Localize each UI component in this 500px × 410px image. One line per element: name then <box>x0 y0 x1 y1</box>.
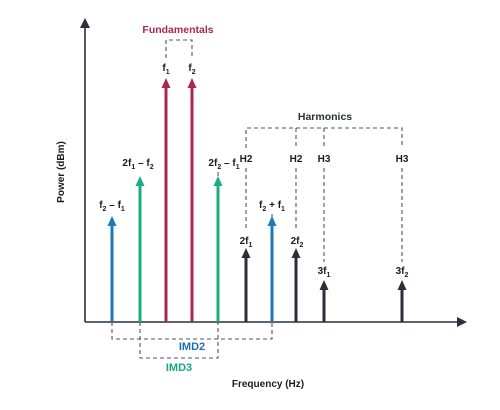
arrow-f2 <box>187 78 197 322</box>
fundamentals-bracket <box>165 39 193 58</box>
arrow-2f1 <box>241 248 251 322</box>
arrow-2f2-minus-f1 <box>213 176 223 322</box>
arrow-f2-plus-f1 <box>267 216 277 322</box>
harmonics-heading: Harmonics <box>298 111 352 123</box>
tag-h3-3f1: H3 <box>318 154 331 165</box>
y-axis-label: Power (dBm) <box>56 141 67 203</box>
label-2f2-minus-f1: 2f2 – f1 <box>208 158 239 171</box>
tag-h2-2f2: H2 <box>290 154 303 165</box>
label-f1: f1 <box>162 63 169 76</box>
arrow-2f1-minus-f2 <box>135 176 145 322</box>
label-2f1-minus-f2: 2f1 – f2 <box>122 158 153 171</box>
arrow-f2-minus-f1 <box>107 216 117 322</box>
imd2-bracket <box>111 322 273 340</box>
arrow-2f2 <box>291 248 301 322</box>
imd3-bracket <box>139 322 219 359</box>
tag-h3-3f2: H3 <box>396 154 409 165</box>
imd3-label: IMD3 <box>166 362 192 374</box>
label-f2-minus-f1: f2 – f1 <box>99 200 125 213</box>
arrow-f1 <box>161 78 171 322</box>
x-axis-label: Frequency (Hz) <box>232 379 304 390</box>
tag-h2-2f1: H2 <box>240 154 253 165</box>
fundamentals-heading: Fundamentals <box>142 24 213 36</box>
label-3f1: 3f1 <box>318 266 331 279</box>
imd2-label: IMD2 <box>179 341 205 353</box>
arrow-3f2 <box>397 280 407 322</box>
label-2f2: 2f2 <box>291 236 304 249</box>
label-f2-plus-f1: f2 + f1 <box>259 200 285 213</box>
label-f2: f2 <box>188 63 195 76</box>
label-3f2: 3f2 <box>396 266 409 279</box>
arrow-3f1 <box>319 280 329 322</box>
label-2f1: 2f1 <box>240 236 253 249</box>
